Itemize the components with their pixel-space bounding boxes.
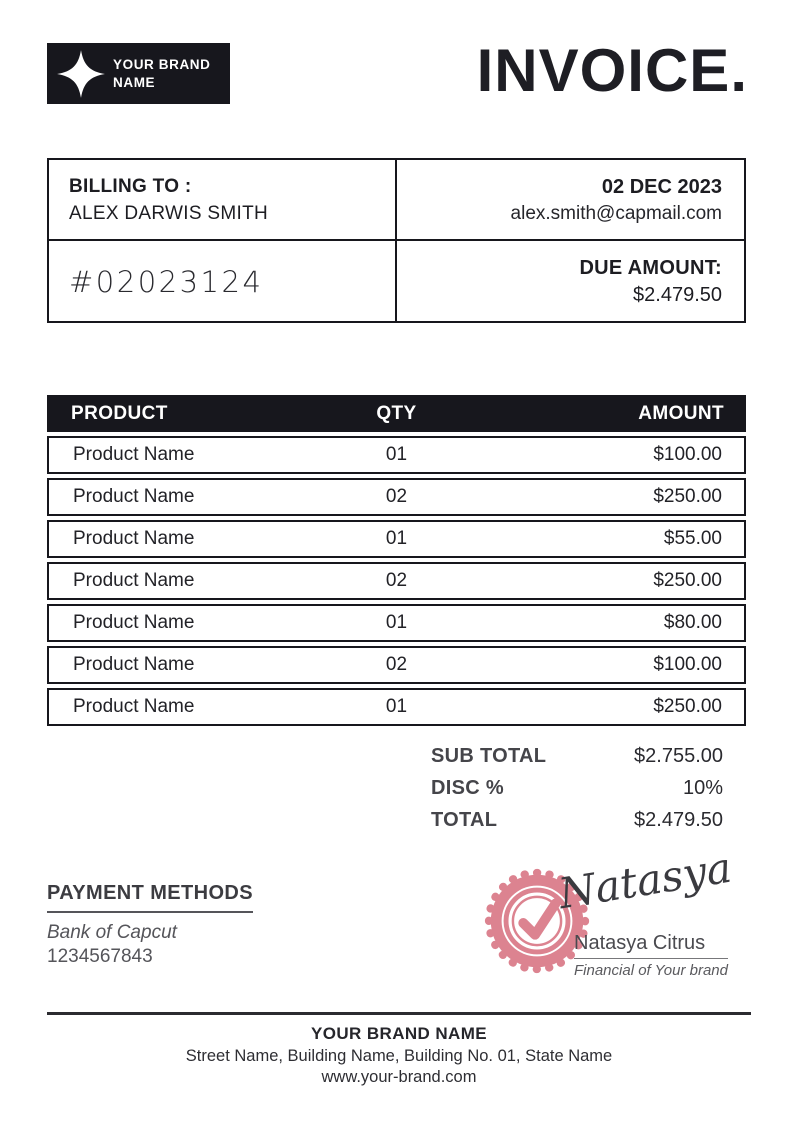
items-table: PRODUCT QTY AMOUNT Product Name 01 $100.… [47,395,746,726]
cell-qty: 01 [385,444,408,465]
payment-methods-block: PAYMENT METHODS Bank of Capcut 123456784… [47,882,287,992]
subtotal-row: SUB TOTAL $2.755.00 [431,740,723,772]
table-header-row: PRODUCT QTY AMOUNT [47,395,746,432]
signature-role: Financial of Your brand [574,962,728,979]
check-icon [518,898,561,940]
cell-amount: $250.00 [653,486,722,507]
invoice-date: 02 DEC 2023 [601,176,722,198]
cell-product: Product Name [73,486,195,507]
cell-qty: 01 [385,612,408,633]
header: YOUR BRAND NAME INVOICE. [47,37,748,104]
cell-amount: $100.00 [653,444,722,465]
cell-qty: 02 [385,654,408,675]
cell-product: Product Name [73,612,195,633]
billing-to-name: ALEX DARWIS SMITH [69,203,269,224]
cell-product: Product Name [73,444,195,465]
due-amount-cell: DUE AMOUNT: $2.479.50 [397,241,744,321]
page-title: INVOICE. [476,37,748,104]
cell-amount: $250.00 [653,570,722,591]
date-email-cell: 02 DEC 2023 alex.smith@capmail.com [397,160,744,241]
cell-product: Product Name [73,570,195,591]
invoice-number: #02023124 [69,265,264,299]
table-row: Product Name 01 $250.00 [47,688,746,726]
brand-logo-line2: NAME [113,74,156,90]
billing-to-cell: BILLING TO : ALEX DARWIS SMITH [49,160,397,241]
signature-name-block: Natasya Citrus Financial of Your brand [574,932,728,979]
cell-amount: $55.00 [663,528,722,549]
total-label: TOTAL [431,809,498,831]
discount-label: DISC % [431,777,504,799]
cell-qty: 02 [385,486,408,507]
footer-website: www.your-brand.com [321,1068,477,1086]
cell-qty: 01 [385,696,408,717]
due-amount-label: DUE AMOUNT: [579,257,722,279]
table-row: Product Name 02 $250.00 [47,562,746,600]
cell-qty: 01 [385,528,408,549]
brand-logo-text: YOUR BRAND NAME [113,56,211,91]
footer-brand-name: YOUR BRAND NAME [311,1024,487,1043]
signature-name: Natasya Citrus [574,932,728,959]
footer: YOUR BRAND NAME Street Name, Building Na… [47,1012,751,1087]
cell-amount: $100.00 [653,654,722,675]
sparkle-icon [57,49,105,98]
cell-qty: 02 [385,570,408,591]
billing-email: alex.smith@capmail.com [510,203,722,224]
bottom-section: PAYMENT METHODS Bank of Capcut 123456784… [47,843,746,992]
brand-logo: YOUR BRAND NAME [47,43,230,104]
subtotal-label: SUB TOTAL [431,745,547,767]
discount-row: DISC % 10% [431,772,723,804]
billing-info-box: BILLING TO : ALEX DARWIS SMITH 02 DEC 20… [47,158,746,323]
total-row: TOTAL $2.479.50 [431,804,723,836]
billing-to-label: BILLING TO : [69,176,192,197]
payment-account-number: 1234567843 [47,946,153,967]
table-row: Product Name 01 $55.00 [47,520,746,558]
header-qty: QTY [376,402,417,424]
discount-value: 10% [682,777,723,799]
footer-divider [47,1012,751,1015]
payment-methods-title: PAYMENT METHODS [47,882,254,913]
cell-amount: $80.00 [663,612,722,633]
subtotal-value: $2.755.00 [634,745,723,767]
table-row: Product Name 02 $100.00 [47,646,746,684]
due-amount-value: $2.479.50 [633,284,722,306]
brand-logo-line1: YOUR BRAND [113,56,211,72]
table-row: Product Name 01 $80.00 [47,604,746,642]
cell-amount: $250.00 [653,696,722,717]
cell-product: Product Name [73,654,195,675]
header-amount: AMOUNT [638,402,724,424]
total-value: $2.479.50 [634,809,723,831]
cell-product: Product Name [73,528,195,549]
footer-address: Street Name, Building Name, Building No.… [185,1047,613,1065]
table-row: Product Name 01 $100.00 [47,436,746,474]
table-row: Product Name 02 $250.00 [47,478,746,516]
header-product: PRODUCT [71,402,168,424]
invoice-number-cell: #02023124 [49,241,397,321]
totals-block: SUB TOTAL $2.755.00 DISC % 10% TOTAL $2.… [431,740,723,836]
signature-area: Natasya Natasya Citrus Financial of Your… [478,843,746,992]
approval-stamp-icon [484,868,590,974]
payment-bank-name: Bank of Capcut [47,922,177,943]
cell-product: Product Name [73,696,195,717]
signature-script: Natasya [555,842,735,919]
